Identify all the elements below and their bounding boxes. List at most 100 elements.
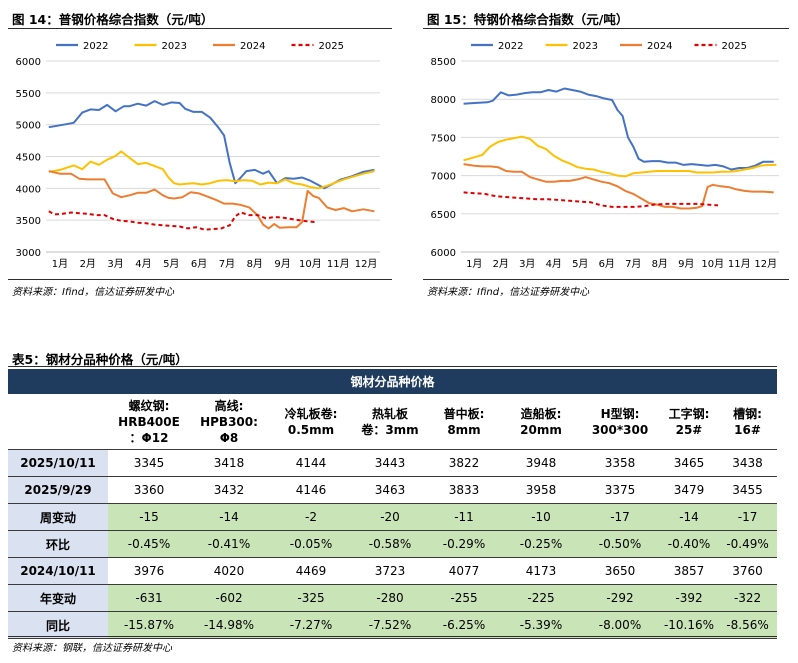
table-cell: 3976 [108,557,190,585]
x-tick-label: 3月 [519,258,535,270]
table-cell: -6.25% [426,611,502,639]
table-row: 2024/10/11 3976 4020 4469 3723 4077 4173 3650 38… [8,557,778,585]
table-cell: 3465 [660,449,718,477]
table-cell: 3432 [190,476,268,504]
table-cell: 3360 [108,476,190,504]
column-header: 槽钢: 16# [718,394,778,450]
column-header-line: 0.5mm [287,422,335,437]
table-cell: -0.58% [354,530,426,558]
legend-label: 2024 [240,41,265,52]
legend-label: 2023 [162,41,187,52]
table-cell: -0.29% [426,530,502,558]
column-header-line: 热轧板 [371,406,408,421]
y-tick-label: 3500 [16,216,41,227]
column-header: 造船板: 20mm [502,394,580,450]
table-row: 2025/10/11 3345 3418 4144 3443 3822 3948 3358 34… [8,449,778,477]
table-cell: -15.87% [108,611,190,639]
y-tick-label: 3000 [16,248,41,259]
x-tick-label: 1月 [52,258,68,270]
x-tick-label: 5月 [572,258,588,270]
column-header: 高线: HPB300: Φ8 [190,394,268,450]
table-cell: -602 [190,584,268,612]
row-label: 年变动 [8,584,108,612]
x-tick-label: 7月 [219,258,235,270]
table-cell: 3650 [580,557,660,585]
table-cell: 3479 [660,476,718,504]
column-header: 工字钢: 25# [660,394,718,450]
table-cell: 3418 [190,449,268,477]
steel-index-chart-fig15: 6000 6500 7000 7500 8000 8500 1月 2月 3月 4月 5月 6月 7月 8月… [431,41,779,270]
series-line-2023 [463,135,777,178]
table-cell: 4020 [190,557,268,585]
row-label: 2024/10/11 [8,557,108,585]
column-header-line: Φ8 [219,430,239,445]
column-header: H型钢: 300*300 [580,394,660,450]
y-tick-label: 8000 [431,95,456,106]
row-label: 周变动 [8,503,108,531]
series-line-2025 [463,191,719,208]
x-tick-label: 11月 [327,258,350,270]
series-line-2025 [48,210,317,231]
y-tick-label: 7000 [431,172,456,183]
table-cell: -17 [580,503,660,531]
table5-caption: 表5：钢材分品种价格（元/吨） [12,352,188,367]
table-cell: -322 [718,584,778,612]
x-tick-label: 9月 [274,258,290,270]
x-tick-label: 5月 [163,258,179,270]
table-cell: -5.39% [502,611,580,639]
column-header-line: 300*300 [591,422,649,437]
y-tick-label: 4000 [16,184,41,195]
table-cell: -14 [190,503,268,531]
table-cell: -10.16% [660,611,718,639]
table-row: 环比 -0.45% -0.41% -0.05% -0.58% -0.29% -0.25% -0… [8,530,778,558]
table-cell: -280 [354,584,426,612]
table-cell: -2 [268,503,354,531]
x-tick-label: 6月 [599,258,615,270]
column-header-line: 造船板: [520,406,562,421]
table-cell: -8.00% [580,611,660,639]
table-cell: -7.52% [354,611,426,639]
table-cell: -225 [502,584,580,612]
legend-label: 2025 [722,41,747,52]
x-tick-label: 2月 [80,258,96,270]
table-cell: -20 [354,503,426,531]
table-cell: 4146 [268,476,354,504]
column-header-line: 8mm [447,422,481,437]
table-cell: 3723 [354,557,426,585]
legend-label: 2022 [498,41,523,52]
column-header-line: 16# [734,422,761,437]
table-cell: -7.27% [268,611,354,639]
y-tick-label: 4500 [16,153,41,164]
table-cell: 3443 [354,449,426,477]
steel-price-table: 钢材分品种价格 螺纹钢: HRB400E ：Φ12 高线: HPB300: Φ8 冷轧板卷:… [8,369,778,639]
table-cell: -14.98% [190,611,268,639]
table-cell: -11 [426,503,502,531]
column-header-line: 冷轧板卷: [284,406,338,421]
column-header-line: HRB400E [118,414,180,429]
fig14-source: 资料来源：Ifind，信达证券研发中心 [12,287,175,298]
table-cell: -0.25% [502,530,580,558]
row-label: 2025/10/11 [8,449,108,477]
column-header: 普中板: 8mm [426,394,502,450]
table-cell: 3822 [426,449,502,477]
column-header-line: 槽钢: [733,406,762,421]
table-row: 周变动 -15 -14 -2 -20 -11 -10 -17 -14 -17 [8,503,778,531]
x-tick-label: 6月 [191,258,207,270]
fig14-title-rule [8,28,392,29]
series-line-2022 [48,100,375,190]
column-header-line: ：Φ12 [129,430,169,445]
x-tick-label: 10月 [299,258,322,270]
x-tick-label: 9月 [678,258,694,270]
legend-label: 2025 [319,41,344,52]
row-label: 同比 [8,611,108,639]
table-cell: 3455 [718,476,778,504]
x-tick-label: 10月 [701,258,724,270]
table-cell: 3375 [580,476,660,504]
table-cell: -292 [580,584,660,612]
legend-label: 2022 [83,41,108,52]
series-line-2022 [463,87,774,171]
fig15-title: 图 15：特钢价格综合指数（元/吨） [427,12,629,27]
row-label: 2025/9/29 [8,476,108,504]
x-tick-label: 8月 [652,258,668,270]
fig14-source-rule [8,279,392,280]
